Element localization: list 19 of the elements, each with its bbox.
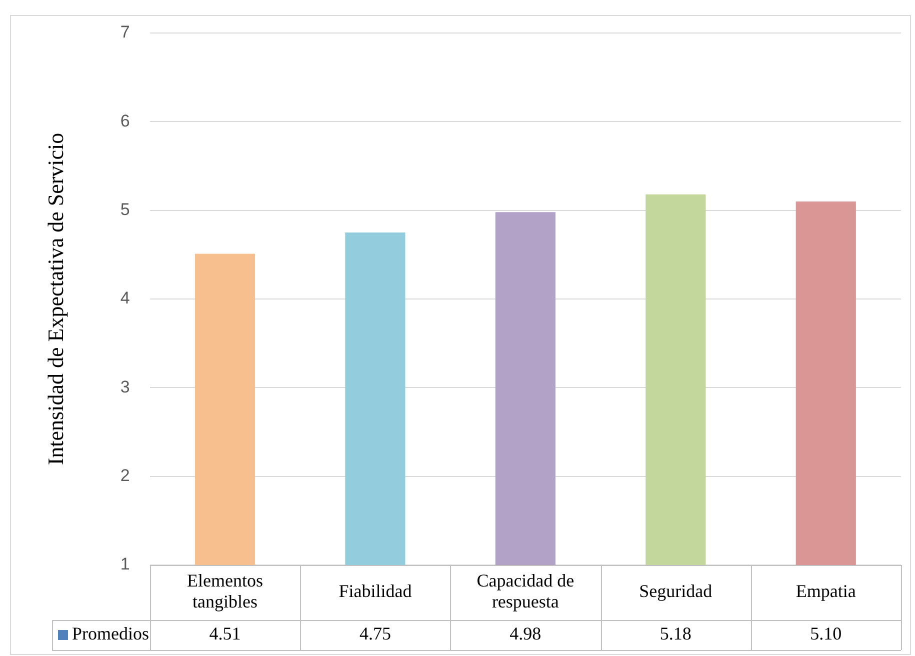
data-label: 4.75 [359,624,391,644]
y-tick-label: 6 [120,111,130,130]
data-label: 5.10 [810,624,842,644]
y-tick-label: 3 [120,377,130,396]
y-tick-label: 5 [120,200,130,220]
x-tick-label: Elementos tangibles [186,570,263,612]
y-tick-label: 4 [120,288,130,308]
x-tick-label: Seguridad [639,581,712,602]
data-label: 4.51 [209,624,241,644]
x-tick-label: Capacidad de respuesta [476,570,574,612]
y-tick-label: 1 [120,554,130,574]
data-label: 5.18 [660,624,692,644]
x-tick-label: Fiabilidad [338,581,412,602]
y-axis-title: Intensidad de Expectativa de Servicio [42,132,68,466]
x-tick-label: Empatia [796,581,856,602]
y-tick-label: 7 [120,22,130,42]
y-tick-label: 2 [120,466,130,486]
data-label: 4.98 [510,624,542,644]
text: Promedios [72,624,150,644]
